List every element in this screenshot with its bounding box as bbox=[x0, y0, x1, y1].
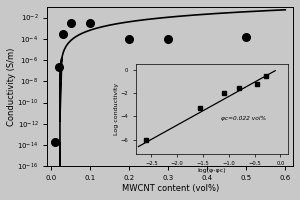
Y-axis label: Conductivity (S/m): Conductivity (S/m) bbox=[7, 47, 16, 126]
X-axis label: MWCNT content (vol%): MWCNT content (vol%) bbox=[122, 184, 219, 193]
